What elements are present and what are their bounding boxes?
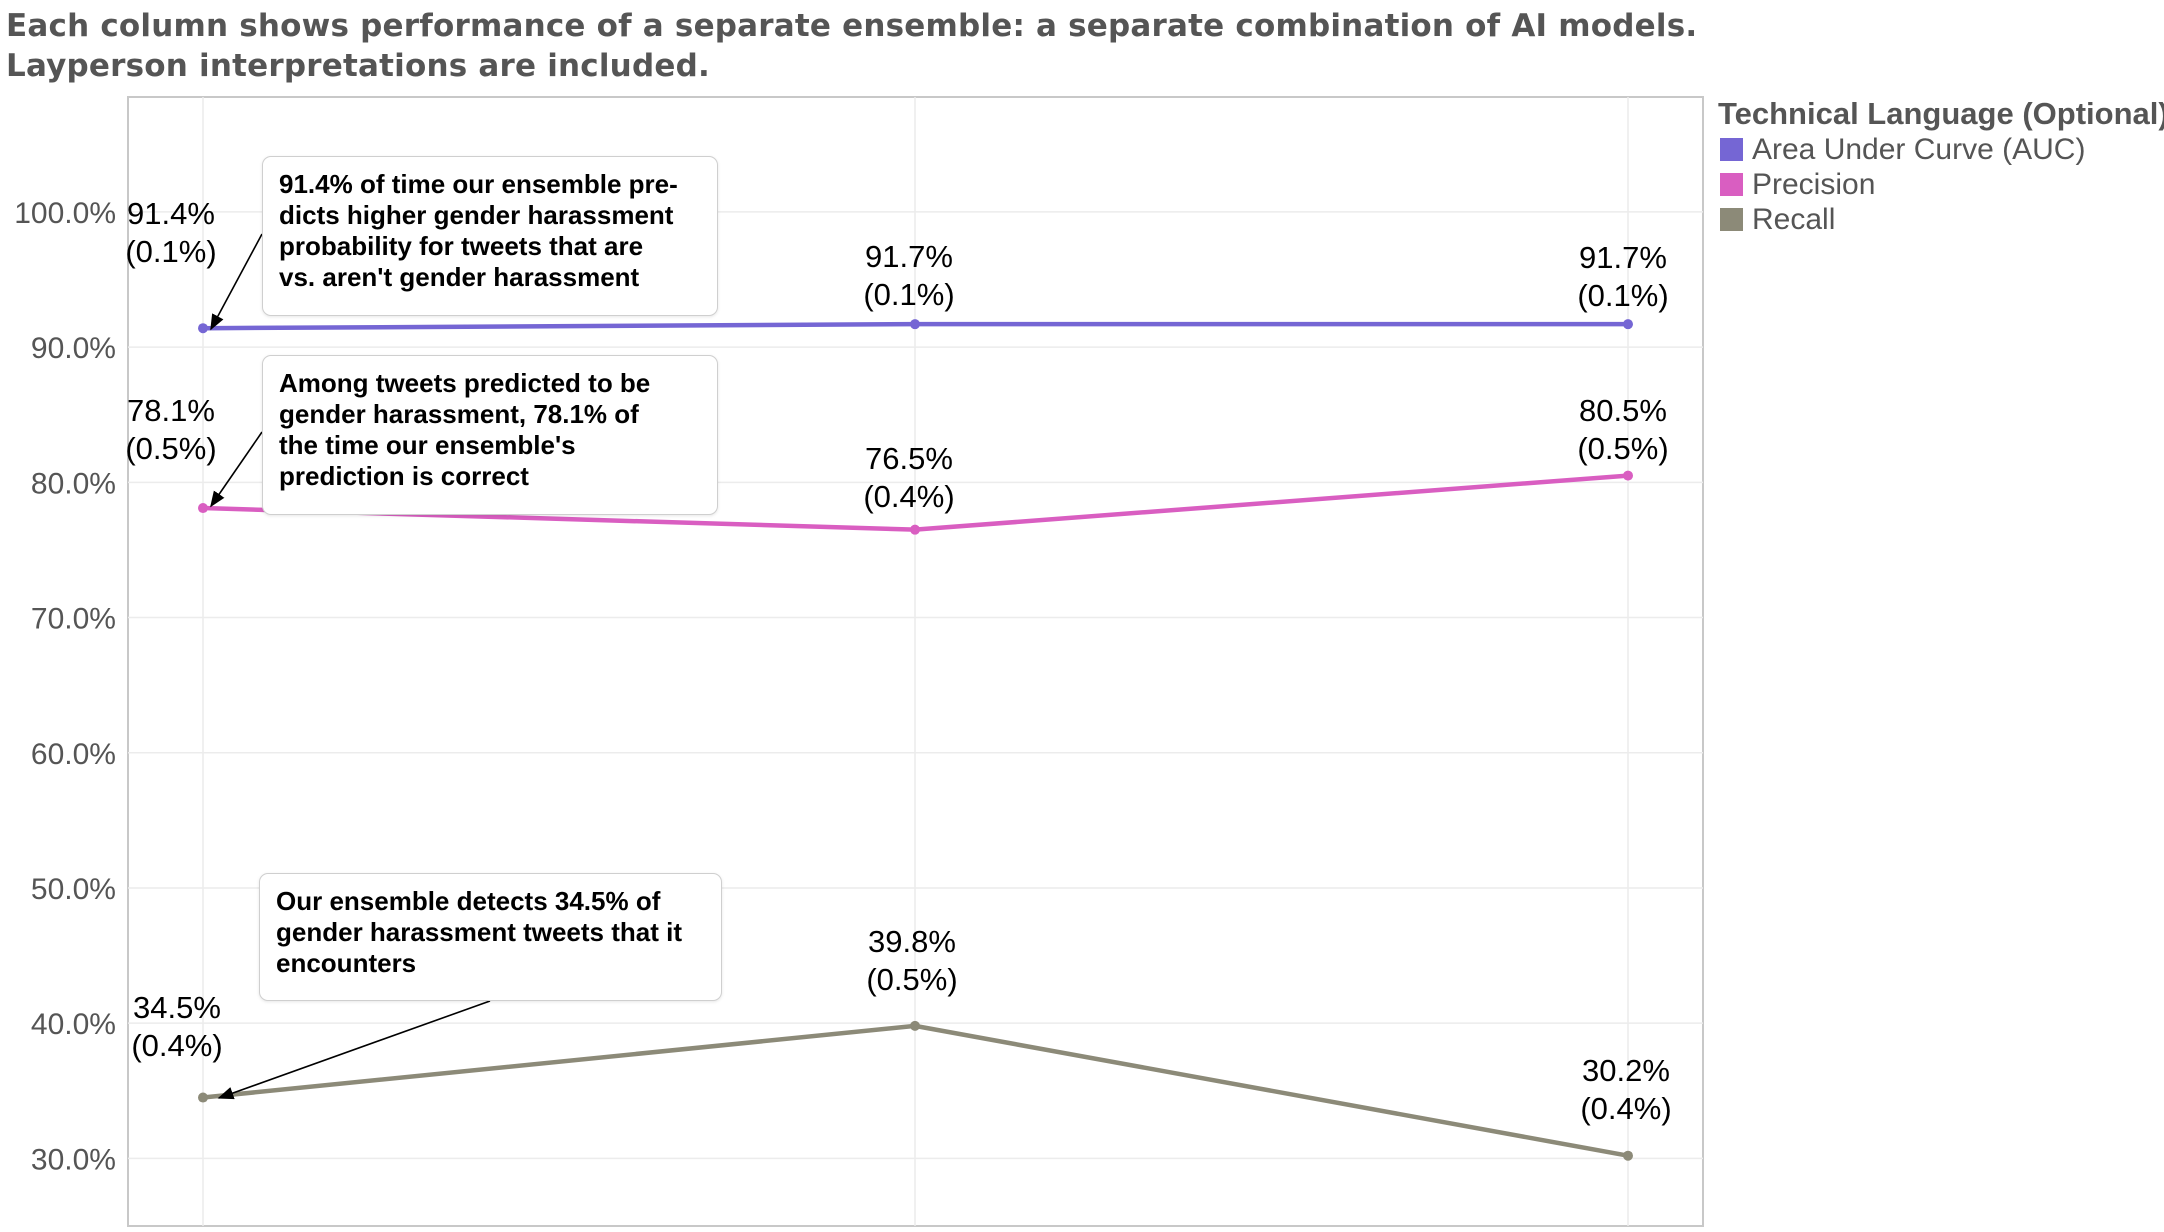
- data-label: (0.5%): [1577, 431, 1668, 466]
- y-tick-label: 100.0%: [14, 197, 116, 230]
- data-label: (0.5%): [866, 962, 957, 997]
- annotation-arrow: [210, 431, 263, 508]
- legend: Technical Language (Optional) Area Under…: [1718, 96, 2164, 237]
- annotation-arrow: [210, 233, 263, 331]
- data-label: 91.4%: [127, 196, 215, 231]
- data-label: 91.7%: [865, 239, 953, 274]
- legend-item-auc[interactable]: Area Under Curve (AUC): [1718, 132, 2164, 167]
- data-label: 34.5%: [133, 990, 221, 1025]
- legend-item-precision[interactable]: Precision: [1718, 167, 2164, 202]
- data-label: (0.1%): [1577, 278, 1668, 313]
- y-tick-label: 40.0%: [31, 1008, 116, 1041]
- data-label: (0.1%): [125, 234, 216, 269]
- data-label: 91.7%: [1579, 240, 1667, 275]
- data-label: 39.8%: [868, 924, 956, 959]
- y-tick-label: 60.0%: [31, 738, 116, 771]
- y-tick-label: 80.0%: [31, 467, 116, 500]
- callout-recall: Our ensemble detects 34.5% of gender har…: [259, 873, 722, 1001]
- legend-swatch-precision: [1720, 173, 1743, 196]
- y-tick-label: 70.0%: [31, 603, 116, 636]
- data-label: 80.5%: [1579, 393, 1667, 428]
- data-point: [198, 1092, 208, 1103]
- callout-auc: 91.4% of time our ensemble pre- dicts hi…: [262, 156, 718, 316]
- legend-swatch-recall: [1720, 208, 1743, 231]
- chart-title-line-2: Layperson interpretations are included.: [6, 48, 710, 84]
- callout-precision: Among tweets predicted to be gender hara…: [262, 355, 718, 515]
- data-label: (0.4%): [131, 1028, 222, 1063]
- chart-title-line-1: Each column shows performance of a separ…: [6, 8, 1698, 44]
- legend-item-recall[interactable]: Recall: [1718, 202, 2164, 237]
- data-point: [910, 524, 920, 535]
- data-point: [910, 319, 920, 330]
- data-label: 78.1%: [127, 393, 215, 428]
- data-label: (0.1%): [863, 277, 954, 312]
- legend-swatch-auc: [1720, 138, 1743, 161]
- legend-label-precision: Precision: [1752, 167, 1876, 201]
- data-label: (0.5%): [125, 431, 216, 466]
- data-point: [1623, 1150, 1633, 1161]
- data-point: [910, 1020, 920, 1031]
- data-point: [198, 503, 208, 514]
- data-label: 76.5%: [865, 441, 953, 476]
- y-tick-label: 50.0%: [31, 873, 116, 906]
- y-tick-label: 90.0%: [31, 332, 116, 365]
- legend-title: Technical Language (Optional): [1718, 96, 2164, 131]
- annotation-arrow: [217, 1000, 491, 1100]
- data-point: [1623, 319, 1633, 330]
- y-tick-label: 30.0%: [31, 1143, 116, 1176]
- legend-label-recall: Recall: [1752, 202, 1836, 236]
- data-label: (0.4%): [863, 479, 954, 514]
- data-point: [198, 323, 208, 334]
- data-label: (0.4%): [1580, 1091, 1671, 1126]
- data-point: [1623, 470, 1633, 481]
- data-label: 30.2%: [1582, 1053, 1670, 1088]
- legend-label-auc: Area Under Curve (AUC): [1752, 132, 2086, 166]
